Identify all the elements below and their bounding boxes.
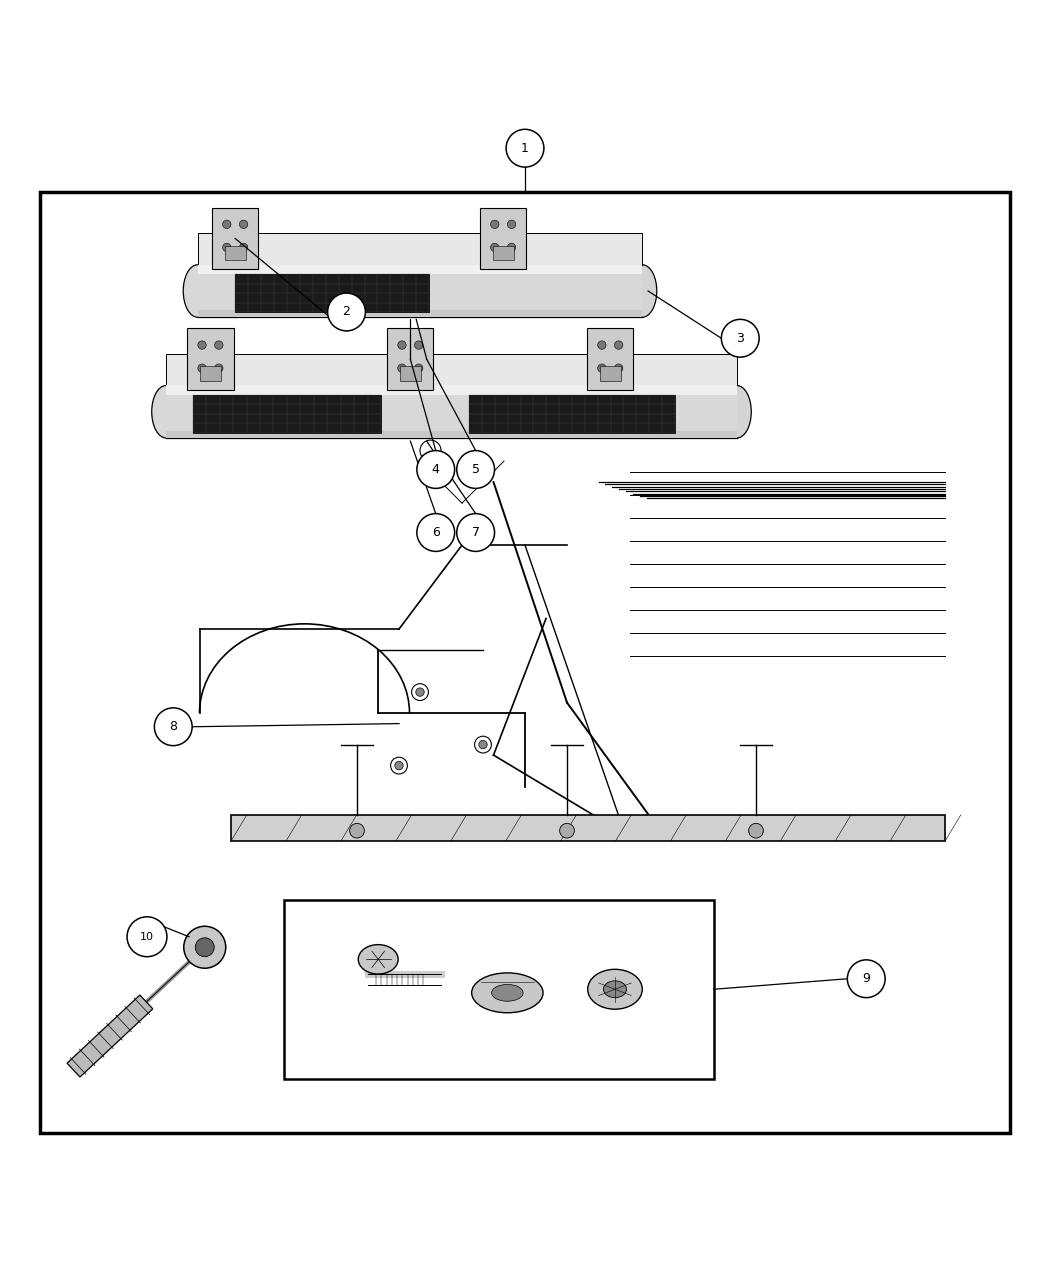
Circle shape bbox=[223, 221, 231, 228]
Ellipse shape bbox=[184, 265, 212, 317]
FancyBboxPatch shape bbox=[212, 208, 258, 269]
Circle shape bbox=[184, 926, 226, 968]
FancyBboxPatch shape bbox=[187, 328, 233, 390]
Circle shape bbox=[749, 824, 763, 838]
Polygon shape bbox=[166, 354, 737, 385]
Circle shape bbox=[479, 741, 487, 748]
Bar bbox=[197, 265, 643, 274]
Bar bbox=[197, 310, 643, 317]
FancyBboxPatch shape bbox=[387, 328, 434, 390]
Ellipse shape bbox=[151, 385, 181, 439]
Bar bbox=[166, 431, 737, 439]
Ellipse shape bbox=[604, 980, 627, 997]
Text: 5: 5 bbox=[471, 463, 480, 476]
Bar bbox=[166, 385, 737, 439]
Bar bbox=[197, 265, 643, 317]
Bar bbox=[225, 246, 246, 260]
FancyBboxPatch shape bbox=[40, 193, 1010, 1133]
Circle shape bbox=[420, 440, 441, 462]
Circle shape bbox=[239, 221, 248, 228]
Text: 2: 2 bbox=[342, 306, 351, 319]
Text: 6: 6 bbox=[432, 527, 440, 539]
Bar bbox=[166, 385, 737, 395]
Circle shape bbox=[127, 917, 167, 956]
Bar bbox=[400, 366, 421, 381]
Circle shape bbox=[154, 708, 192, 746]
Circle shape bbox=[417, 450, 455, 488]
Circle shape bbox=[457, 514, 495, 551]
Circle shape bbox=[490, 221, 499, 228]
Circle shape bbox=[457, 450, 495, 488]
Ellipse shape bbox=[491, 984, 523, 1001]
Circle shape bbox=[597, 340, 606, 349]
Circle shape bbox=[417, 514, 455, 551]
Circle shape bbox=[415, 340, 423, 349]
Circle shape bbox=[416, 688, 424, 696]
Bar bbox=[193, 395, 381, 432]
Circle shape bbox=[721, 319, 759, 357]
Bar bbox=[231, 815, 945, 842]
Circle shape bbox=[223, 244, 231, 251]
Ellipse shape bbox=[722, 385, 752, 439]
Circle shape bbox=[415, 363, 423, 372]
Circle shape bbox=[614, 340, 623, 349]
Text: 1: 1 bbox=[521, 142, 529, 154]
Circle shape bbox=[506, 129, 544, 167]
Bar bbox=[235, 274, 429, 312]
Text: 3: 3 bbox=[736, 332, 744, 344]
Polygon shape bbox=[197, 233, 643, 265]
Circle shape bbox=[350, 824, 364, 838]
Circle shape bbox=[214, 363, 223, 372]
Circle shape bbox=[475, 736, 491, 754]
Circle shape bbox=[490, 244, 499, 251]
Circle shape bbox=[560, 824, 574, 838]
Circle shape bbox=[507, 221, 516, 228]
Circle shape bbox=[597, 363, 606, 372]
Text: 9: 9 bbox=[862, 973, 870, 986]
Bar bbox=[469, 395, 675, 432]
Circle shape bbox=[507, 244, 516, 251]
Circle shape bbox=[197, 340, 206, 349]
FancyBboxPatch shape bbox=[480, 208, 526, 269]
Bar bbox=[200, 366, 220, 381]
Text: 4: 4 bbox=[432, 463, 440, 476]
Circle shape bbox=[328, 293, 365, 332]
Circle shape bbox=[391, 757, 407, 774]
Ellipse shape bbox=[471, 973, 543, 1012]
Bar bbox=[600, 366, 621, 381]
Bar bbox=[492, 246, 513, 260]
Circle shape bbox=[614, 363, 623, 372]
Circle shape bbox=[214, 340, 223, 349]
Bar bbox=[284, 900, 714, 1079]
Circle shape bbox=[412, 683, 428, 700]
FancyBboxPatch shape bbox=[587, 328, 633, 390]
Circle shape bbox=[239, 244, 248, 251]
Circle shape bbox=[395, 761, 403, 770]
Ellipse shape bbox=[588, 969, 643, 1010]
Text: 7: 7 bbox=[471, 527, 480, 539]
Ellipse shape bbox=[628, 265, 657, 317]
Circle shape bbox=[197, 363, 206, 372]
Text: 10: 10 bbox=[140, 932, 154, 942]
Circle shape bbox=[398, 340, 406, 349]
Circle shape bbox=[398, 363, 406, 372]
Ellipse shape bbox=[358, 945, 398, 974]
Polygon shape bbox=[67, 994, 153, 1077]
Circle shape bbox=[195, 938, 214, 956]
Circle shape bbox=[847, 960, 885, 997]
Text: 8: 8 bbox=[169, 720, 177, 733]
